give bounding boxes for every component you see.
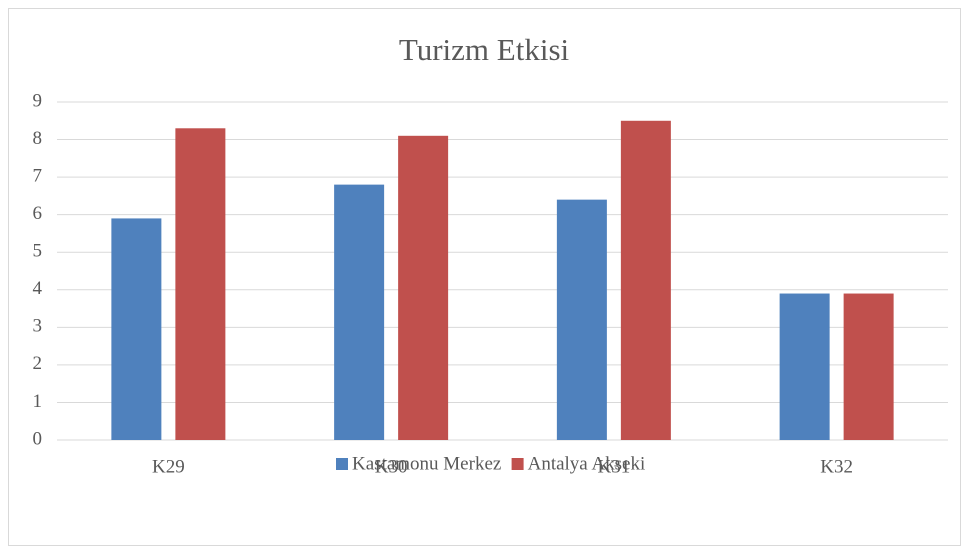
y-tick-label: 2 bbox=[33, 353, 43, 374]
y-tick-label: 1 bbox=[33, 391, 43, 412]
y-tick-label: 7 bbox=[33, 165, 43, 186]
y-tick-label: 0 bbox=[33, 428, 43, 449]
y-tick-label: 3 bbox=[33, 316, 43, 337]
x-tick-label: K31 bbox=[598, 456, 631, 477]
x-tick-label: K30 bbox=[375, 456, 408, 477]
x-tick-label: K29 bbox=[152, 456, 185, 477]
chart-title: Turizm Etkisi bbox=[399, 32, 570, 67]
bar bbox=[398, 135, 449, 441]
bar bbox=[556, 199, 607, 440]
y-tick-label: 5 bbox=[33, 241, 43, 262]
y-tick-label: 8 bbox=[33, 128, 43, 149]
bar bbox=[111, 218, 162, 440]
chart-border bbox=[8, 8, 961, 546]
x-tick-label: K32 bbox=[820, 456, 853, 477]
bar bbox=[175, 128, 226, 441]
y-tick-label: 9 bbox=[33, 90, 43, 111]
bar bbox=[779, 293, 830, 440]
legend-swatch bbox=[511, 458, 524, 470]
legend-label: Antalya Akseki bbox=[528, 453, 646, 474]
legend-label: Kastamonu Merkez bbox=[352, 453, 501, 474]
y-tick-label: 4 bbox=[33, 278, 43, 299]
bar bbox=[334, 184, 385, 440]
bar bbox=[620, 120, 671, 441]
bar bbox=[843, 293, 894, 440]
y-tick-label: 6 bbox=[33, 203, 43, 224]
legend-swatch bbox=[336, 458, 348, 470]
